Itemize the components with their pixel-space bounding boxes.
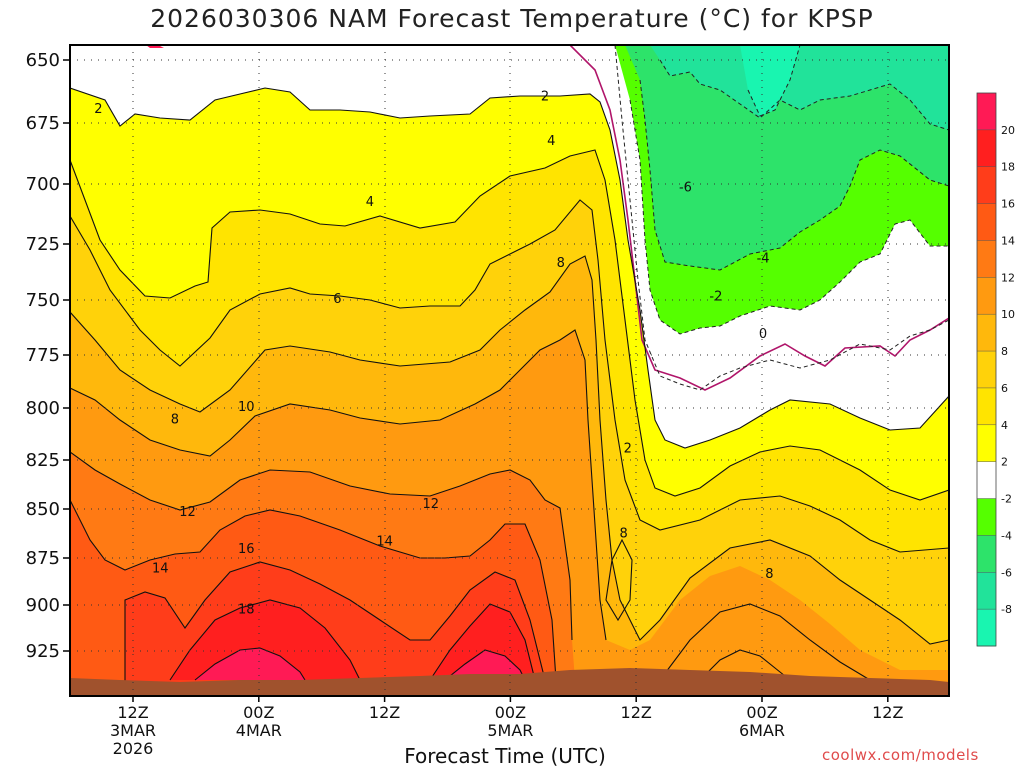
colorbar-frame — [976, 92, 997, 647]
y-tick-label: 700 — [26, 174, 60, 195]
colorbar-label: -4 — [1001, 529, 1012, 542]
x-tick-label: 12Z — [369, 703, 400, 722]
chart-title: 2026030306 NAM Forecast Temperature (°C)… — [150, 4, 874, 33]
contour-label: 2 — [624, 442, 632, 457]
colorbar-label: -8 — [1001, 603, 1012, 616]
y-tick-label: 850 — [26, 499, 60, 520]
x-tick-label: 00Z — [495, 703, 526, 722]
colorbar-label: 12 — [1001, 271, 1015, 284]
contour-label: 18 — [238, 603, 255, 618]
contour-label: 10 — [238, 400, 255, 415]
x-tick-label: 00Z — [243, 703, 274, 722]
cold-contour-lines — [614, 45, 949, 391]
colorbar-swatch — [977, 166, 996, 205]
x-tick-label: 12Z — [872, 703, 903, 722]
colorbar-swatch — [977, 240, 996, 278]
contour-label: 12 — [422, 497, 439, 512]
x-tick-label: 00Z — [746, 703, 777, 722]
colorbar-swatch — [977, 314, 996, 352]
colorbar-swatch — [977, 93, 996, 131]
colorbar-label: -6 — [1001, 566, 1012, 579]
y-tick-label: 925 — [26, 641, 60, 662]
plot-area — [70, 45, 949, 696]
contour-lines — [70, 87, 949, 690]
contour-label: 8 — [557, 256, 565, 271]
colorbar-label: 16 — [1001, 198, 1015, 211]
contour-label: 8 — [171, 412, 179, 427]
x-tick-label: 2026 — [113, 739, 154, 758]
x-tick-label: 12Z — [117, 703, 148, 722]
contour-label: 14 — [376, 534, 393, 549]
contour-label: 16 — [238, 542, 255, 557]
y-tick-label: 875 — [26, 548, 60, 569]
contour-label: 2 — [541, 89, 549, 104]
x-tick-label: 5MAR — [487, 721, 533, 740]
contour-labels: 2 2 4 4 6 8 8 10 12 12 14 14 16 18 -6 -4 -2 0 2 8 8 — [94, 89, 773, 618]
x-axis-label: Forecast Time (UTC) — [404, 744, 606, 768]
contour-label: 8 — [619, 527, 627, 542]
colorbar-swatch — [977, 572, 996, 610]
contour-label: -2 — [709, 290, 722, 305]
band-m10 — [740, 45, 800, 116]
colorbar-swatch — [977, 277, 996, 315]
colorbar-swatch — [977, 203, 996, 241]
colorbar-label: 2 — [1001, 456, 1008, 469]
colorbar-label: 10 — [1001, 308, 1015, 321]
zero-isotherm — [569, 45, 949, 391]
colorbar-swatch — [977, 129, 996, 168]
band-m8 — [650, 45, 949, 130]
colorbar-label: 20 — [1001, 124, 1015, 137]
y-tick-label: 775 — [26, 345, 60, 366]
x-tick-label: 6MAR — [739, 721, 785, 740]
contour-label: -6 — [679, 180, 692, 195]
colorbar-label: -2 — [1001, 493, 1012, 506]
colorbar-swatch — [977, 609, 996, 647]
contour-label: 2 — [94, 102, 102, 117]
y-tick-label: 800 — [26, 398, 60, 419]
colorbar-swatch — [977, 351, 996, 389]
contour-label: 6 — [333, 292, 341, 307]
band-m6 — [625, 45, 949, 270]
y-tick-label: 900 — [26, 595, 60, 616]
contour-label: 8 — [765, 567, 773, 582]
x-tick-label: 3MAR — [110, 721, 156, 740]
y-tick-label: 725 — [26, 234, 60, 255]
contour-label: 14 — [152, 561, 169, 576]
colorbar-swatch — [977, 535, 996, 573]
contour-label: 4 — [547, 134, 555, 149]
contour-label: 0 — [759, 327, 767, 342]
colorbar-label: 6 — [1001, 382, 1008, 395]
colorbar-label: 8 — [1001, 345, 1008, 358]
y-tick-label: 825 — [26, 450, 60, 471]
plot-frame — [69, 44, 950, 697]
contour-label: 4 — [366, 195, 374, 210]
colorbar-label: 18 — [1001, 161, 1015, 174]
colorbar-label: 14 — [1001, 234, 1015, 247]
watermark: coolwx.com/models — [822, 746, 979, 764]
colorbar-swatch — [977, 461, 996, 500]
y-tick-label: 750 — [26, 290, 60, 311]
contour-label: 12 — [179, 505, 196, 520]
y-axis: 650 675 700 725 750 775 800 825 850 875 900 925 — [26, 50, 70, 662]
colorbar: 20 18 16 14 12 10 8 6 4 2 -2 -4 -6 -8 — [976, 92, 1015, 647]
y-tick-label: 675 — [26, 113, 60, 134]
colorbar-swatch — [977, 387, 996, 426]
colorbar-label: 4 — [1001, 419, 1008, 432]
colorbar-swatch — [977, 498, 996, 536]
y-tick-label: 650 — [26, 50, 60, 71]
x-tick-label: 4MAR — [236, 721, 282, 740]
contour-label: -4 — [757, 251, 770, 266]
colorbar-swatch — [977, 424, 996, 463]
x-tick-label: 12Z — [621, 703, 652, 722]
